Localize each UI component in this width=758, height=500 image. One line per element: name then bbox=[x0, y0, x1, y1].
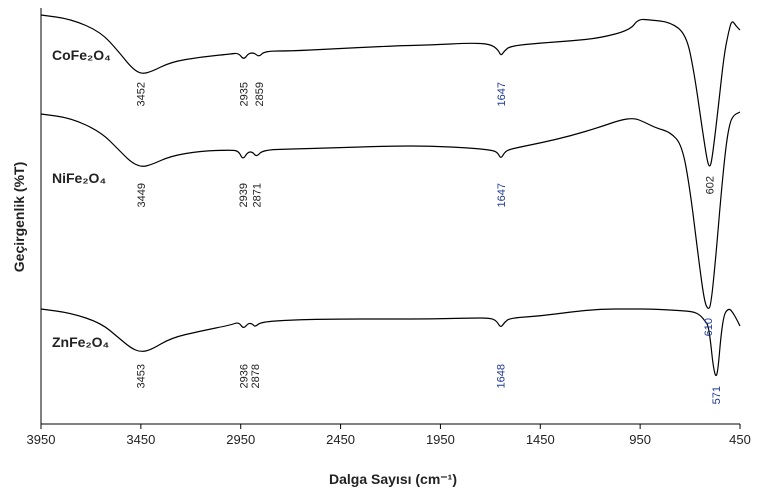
peak-label: 3449 bbox=[136, 183, 148, 207]
series-label: ZnFe₂O₄ bbox=[52, 334, 109, 350]
axes: 3950 3450 2950 2450 1950 1450 950 450 bbox=[27, 8, 751, 447]
spectrum-line bbox=[40, 14, 741, 167]
x-tick-label: 450 bbox=[729, 432, 751, 447]
peak-label: 2859 bbox=[254, 82, 266, 106]
x-tick-label: 950 bbox=[629, 432, 651, 447]
peak-label: 1647 bbox=[496, 183, 508, 207]
x-tick-label: 2950 bbox=[226, 432, 255, 447]
peak-label: 2939 bbox=[238, 183, 250, 207]
peak-label: 2936 bbox=[239, 364, 251, 388]
spectra bbox=[40, 14, 741, 377]
peak-label: 2871 bbox=[252, 183, 264, 207]
peak-label: 602 bbox=[705, 176, 717, 194]
x-tick-label: 2450 bbox=[326, 432, 355, 447]
peak-label: 3453 bbox=[135, 364, 147, 388]
labels: CoFe₂O₄ 3452 2935 2859 1647 602 NiFe₂O₄ 3449 293… bbox=[52, 47, 723, 404]
x-tick-label: 3950 bbox=[27, 432, 56, 447]
peak-label: 2935 bbox=[239, 82, 251, 106]
peak-label: 1648 bbox=[496, 364, 508, 388]
x-tick-label: 1450 bbox=[526, 432, 555, 447]
x-axis-title: Dalga Sayısı (cm⁻¹) bbox=[329, 471, 457, 487]
peak-label: 2878 bbox=[250, 364, 262, 388]
peak-label: 610 bbox=[703, 318, 715, 336]
peak-label: 1647 bbox=[496, 82, 508, 106]
x-tick-label: 3450 bbox=[126, 432, 155, 447]
spectrum-line bbox=[40, 111, 741, 309]
peak-label: 571 bbox=[711, 386, 723, 404]
peak-label: 3452 bbox=[136, 82, 148, 106]
series-label: NiFe₂O₄ bbox=[52, 170, 106, 186]
x-tick-label: 1950 bbox=[426, 432, 455, 447]
series-label: CoFe₂O₄ bbox=[52, 47, 111, 63]
y-axis-title: Geçirgenlik (%T) bbox=[11, 162, 27, 272]
spectrum-line bbox=[40, 308, 741, 377]
